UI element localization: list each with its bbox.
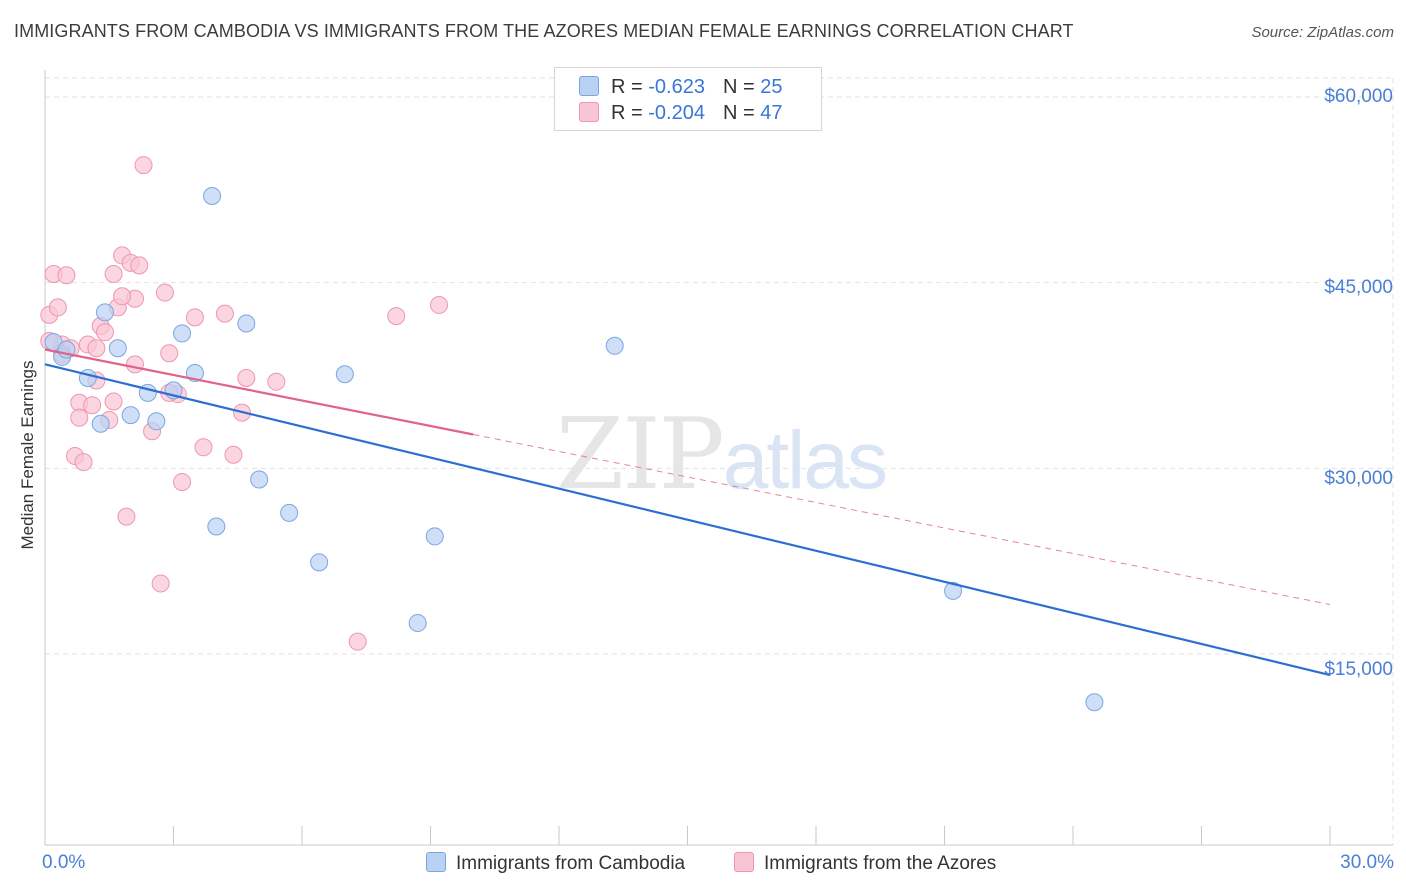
series-legend-azores: Immigrants from the Azores bbox=[734, 852, 996, 875]
point-azores bbox=[104, 265, 123, 284]
y-tick-label-45000: $45,000 bbox=[1324, 277, 1393, 298]
source-label: Source: ZipAtlas.com bbox=[1251, 24, 1394, 41]
point-azores bbox=[185, 308, 204, 327]
point-azores bbox=[430, 295, 449, 314]
point-azores bbox=[113, 287, 132, 306]
point-cambodia bbox=[605, 336, 624, 355]
legend-r-value: -0.204 bbox=[648, 102, 705, 124]
series-legend-cambodia: Immigrants from Cambodia bbox=[426, 852, 685, 875]
point-azores bbox=[83, 396, 102, 415]
trend-line-extension-azores bbox=[473, 434, 1331, 605]
point-azores bbox=[117, 507, 136, 526]
y-tick-label-30000: $30,000 bbox=[1324, 468, 1393, 489]
watermark: ZIPatlas bbox=[556, 398, 888, 512]
point-azores bbox=[155, 283, 174, 302]
point-azores bbox=[70, 408, 89, 427]
legend-swatch-cambodia bbox=[579, 76, 599, 96]
x-tick-label-max: 30.0% bbox=[1340, 852, 1394, 873]
point-cambodia bbox=[1085, 693, 1104, 712]
point-azores bbox=[173, 472, 192, 491]
point-cambodia bbox=[173, 324, 192, 343]
series-swatch-azores bbox=[734, 852, 754, 872]
series-label-cambodia: Immigrants from Cambodia bbox=[456, 853, 686, 874]
trend-line-azores bbox=[44, 348, 474, 436]
point-cambodia bbox=[185, 364, 204, 383]
point-cambodia bbox=[121, 406, 140, 425]
point-azores bbox=[104, 392, 123, 411]
legend-r-label: R = bbox=[611, 76, 649, 98]
legend-row-cambodia: R = -0.623 N = 25 bbox=[579, 76, 782, 100]
point-cambodia bbox=[95, 303, 114, 322]
point-azores bbox=[87, 339, 106, 358]
point-azores bbox=[95, 323, 114, 342]
point-cambodia bbox=[91, 414, 110, 433]
watermark-zip: ZIP bbox=[556, 398, 725, 512]
point-cambodia bbox=[237, 314, 256, 333]
point-azores bbox=[387, 307, 406, 326]
series-swatch-cambodia bbox=[426, 852, 446, 872]
legend-r-label: R = bbox=[611, 102, 649, 124]
y-tick-label-60000: $60,000 bbox=[1324, 86, 1393, 107]
series-label-azores: Immigrants from the Azores bbox=[764, 853, 997, 874]
point-cambodia bbox=[207, 517, 226, 536]
point-cambodia bbox=[425, 527, 444, 546]
point-azores bbox=[267, 372, 286, 391]
legend-r-value: -0.623 bbox=[648, 76, 705, 98]
point-azores bbox=[224, 445, 243, 464]
point-azores bbox=[57, 266, 76, 285]
point-azores bbox=[48, 298, 67, 317]
legend-n-value: 47 bbox=[760, 102, 783, 124]
y-axis-label: Median Female Earnings bbox=[18, 360, 37, 550]
chart-title: IMMIGRANTS FROM CAMBODIA VS IMMIGRANTS F… bbox=[14, 21, 1074, 41]
watermark-atlas: atlas bbox=[722, 415, 888, 506]
point-azores bbox=[74, 453, 93, 472]
point-cambodia bbox=[203, 187, 222, 206]
point-cambodia bbox=[310, 553, 329, 572]
point-cambodia bbox=[147, 412, 166, 431]
legend-n-label: N = bbox=[722, 102, 761, 124]
legend-n-value: 25 bbox=[760, 76, 783, 98]
trend-line-cambodia bbox=[44, 363, 1331, 677]
point-azores bbox=[237, 368, 256, 387]
point-cambodia bbox=[280, 503, 299, 522]
legend-n-label: N = bbox=[722, 76, 761, 98]
point-azores bbox=[130, 256, 149, 275]
point-cambodia bbox=[250, 470, 269, 489]
point-azores bbox=[194, 438, 213, 457]
point-azores bbox=[134, 156, 153, 175]
point-azores bbox=[160, 344, 179, 363]
correlation-legend: R = -0.623 N = 25 R = -0.204 N = 47 bbox=[554, 67, 822, 131]
point-cambodia bbox=[108, 339, 127, 358]
point-azores bbox=[125, 355, 144, 374]
y-tick-label-15000: $15,000 bbox=[1324, 659, 1393, 680]
point-cambodia bbox=[408, 614, 427, 633]
point-azores bbox=[348, 632, 367, 651]
point-azores bbox=[215, 304, 234, 323]
point-cambodia bbox=[944, 581, 963, 600]
point-azores bbox=[151, 574, 170, 593]
legend-swatch-azores bbox=[579, 102, 599, 122]
point-cambodia bbox=[335, 365, 354, 384]
legend-row-azores: R = -0.204 N = 47 bbox=[579, 102, 782, 126]
x-tick-label-min: 0.0% bbox=[42, 852, 86, 873]
point-cambodia bbox=[78, 368, 97, 387]
